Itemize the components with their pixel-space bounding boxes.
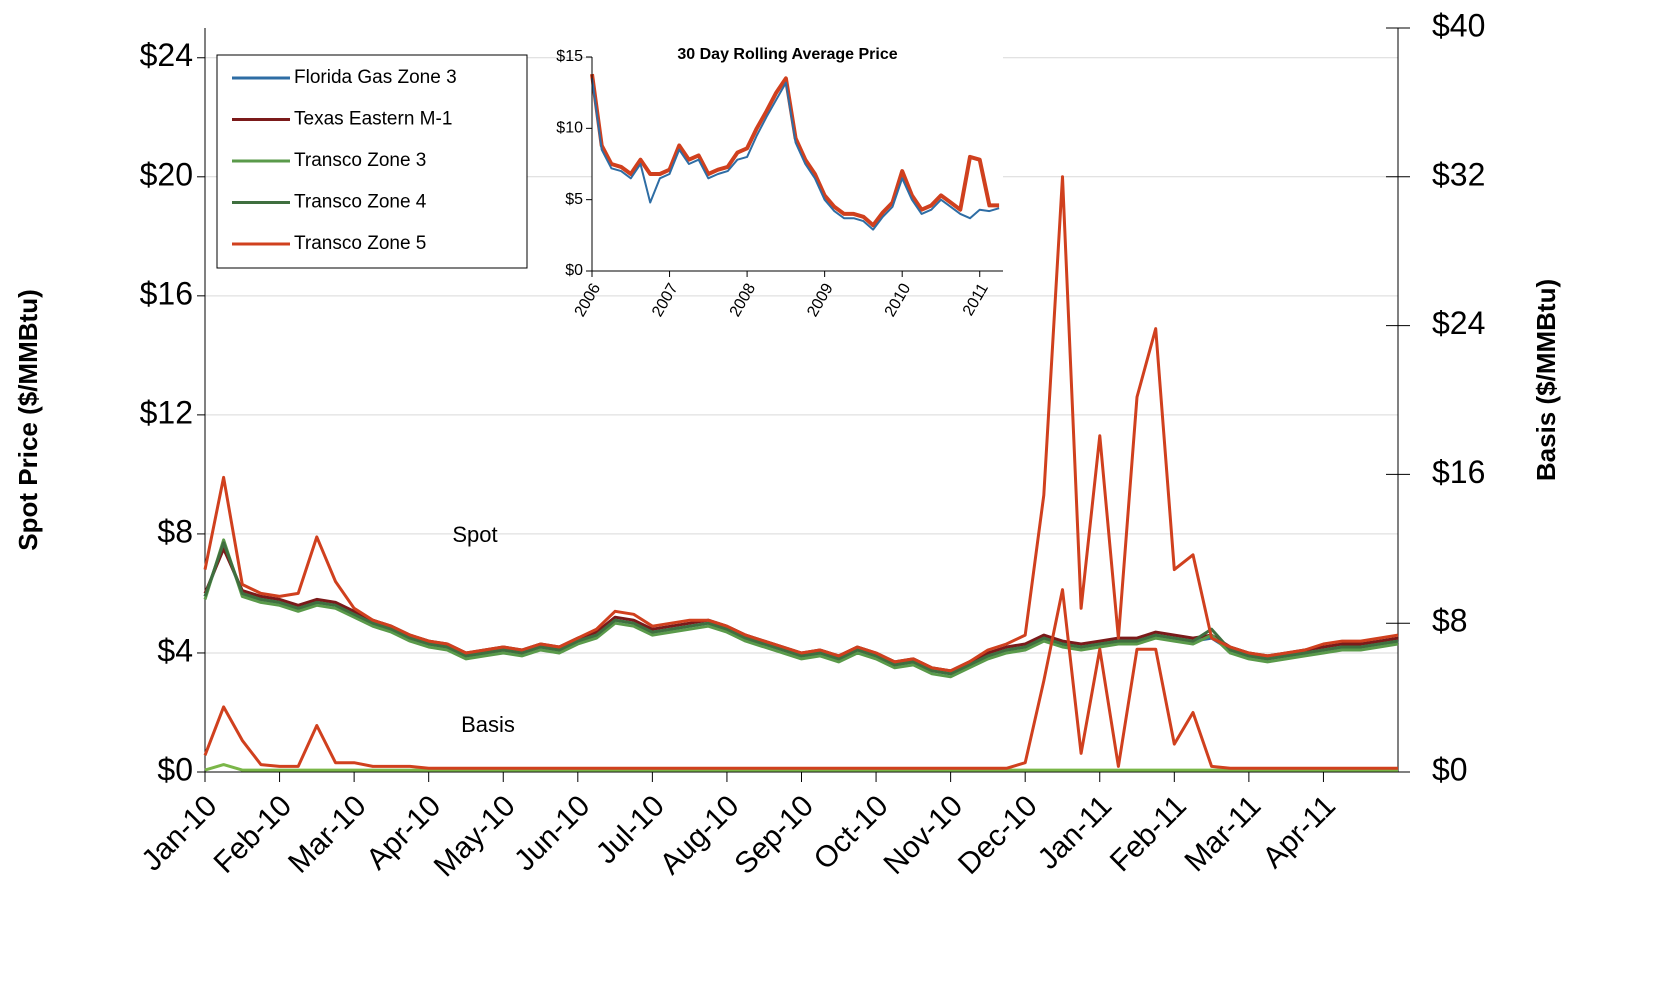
x-tick-label: Mar-10: [282, 789, 373, 880]
y-tick-label: $8: [157, 513, 193, 549]
legend-label: Transco Zone 5: [294, 233, 426, 254]
inset-title: 30 Day Rolling Average Price: [677, 46, 897, 63]
x-tick-label: Apr-11: [1257, 789, 1342, 874]
inset-background: [592, 37, 1003, 271]
inset-x-tick-label: 2011: [960, 281, 992, 319]
legend-label: Transco Zone 3: [294, 150, 426, 171]
series-line: [591, 78, 1000, 231]
legend-label: Florida Gas Zone 3: [294, 67, 457, 88]
y-tick-label: $20: [140, 156, 193, 192]
series-line: [203, 541, 1399, 676]
series-line: [203, 538, 1399, 679]
x-tick-label: Feb-11: [1104, 789, 1193, 878]
legend-label: Transco Zone 4: [294, 192, 427, 213]
x-tick-label: Jan-11: [1032, 789, 1119, 876]
inset-x-tick-label: 2008: [727, 281, 760, 320]
x-tick-label: Mar-11: [1178, 789, 1267, 878]
y-axis-title: Spot Price ($/MMBtu): [13, 289, 43, 550]
y2-axis-title: Basis ($/MMBtu): [1531, 279, 1561, 481]
annotation: Spot: [452, 522, 497, 547]
y2-tick-label: $0: [1432, 751, 1468, 787]
y-tick-label: $4: [157, 632, 193, 668]
inset-y-tick-label: $0: [565, 262, 583, 279]
y2-tick-label: $16: [1432, 454, 1485, 490]
y-tick-label: $16: [140, 275, 193, 311]
x-tick-label: Feb-10: [208, 789, 299, 880]
inset-x-tick-label: 2007: [649, 281, 682, 320]
series-line: [203, 175, 1399, 673]
series-line: [203, 588, 1398, 770]
x-tick-label: May-10: [428, 789, 522, 883]
y2-tick-label: $32: [1432, 156, 1485, 192]
inset-x-tick-label: 2006: [572, 281, 605, 320]
inset-x-tick-label: 2009: [804, 281, 837, 320]
x-tick-label: Nov-10: [877, 789, 969, 881]
inset-x-tick-label: 2010: [882, 281, 915, 320]
x-tick-label: Dec-10: [952, 789, 1044, 881]
x-tick-label: Oct-10: [808, 789, 895, 876]
legend-label: Texas Eastern M-1: [294, 109, 452, 130]
annotation: Basis: [461, 712, 515, 737]
series-line: [204, 763, 1398, 772]
x-tick-label: Aug-10: [654, 789, 746, 881]
y2-tick-label: $8: [1432, 603, 1468, 639]
y-tick-label: $0: [157, 751, 193, 787]
y-tick-label: $24: [140, 37, 193, 73]
x-tick-label: Jun-10: [508, 789, 596, 877]
y2-tick-label: $40: [1432, 7, 1485, 43]
x-tick-label: Jan-10: [135, 789, 223, 877]
y-tick-label: $12: [140, 394, 193, 430]
inset-y-tick-label: $5: [565, 191, 583, 208]
inset-y-tick-label: $15: [556, 48, 583, 65]
y2-tick-label: $24: [1432, 305, 1485, 341]
x-tick-label: Sep-10: [728, 789, 820, 881]
inset-y-tick-label: $10: [556, 120, 583, 137]
